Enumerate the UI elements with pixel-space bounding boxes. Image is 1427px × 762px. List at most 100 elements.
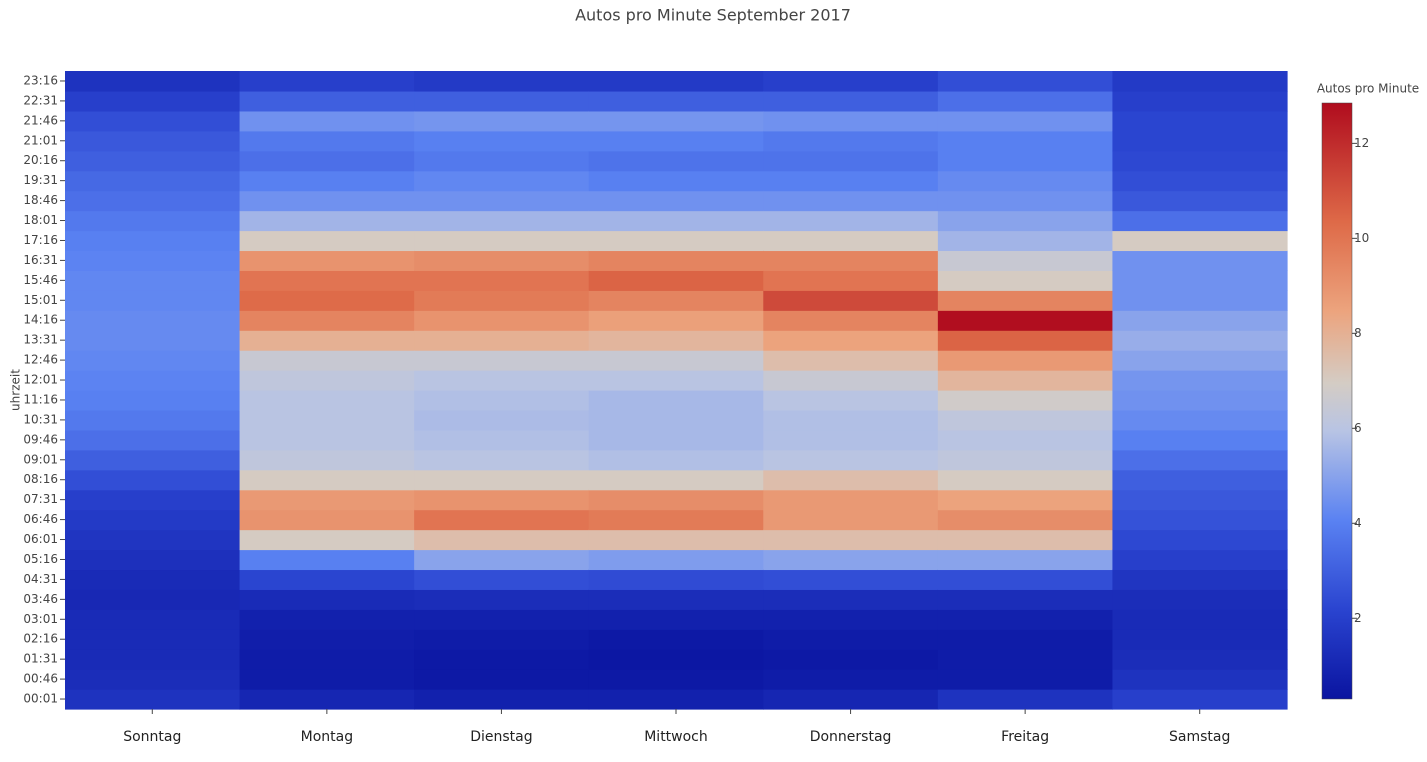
y-tick-label: 03:01 — [23, 612, 58, 626]
heatmap-cell — [1112, 150, 1288, 172]
heatmap-cell — [239, 629, 415, 650]
y-tick-label: 05:16 — [23, 552, 58, 566]
heatmap-cell — [239, 130, 415, 152]
heatmap-cell — [65, 409, 241, 431]
heatmap-cell — [1112, 250, 1288, 271]
y-tick-label: 18:46 — [23, 193, 58, 207]
y-axis-title: uhrzeit — [9, 369, 23, 411]
heatmap-cell — [1112, 190, 1288, 212]
heatmap-cell — [65, 449, 241, 471]
heatmap-cell — [763, 190, 939, 212]
y-tick-label: 12:01 — [23, 373, 58, 387]
heatmap-cell — [65, 90, 241, 112]
heatmap-cell — [414, 669, 590, 690]
heatmap-cell — [1112, 629, 1288, 650]
heatmap-cell — [937, 469, 1114, 491]
heatmap-cell — [414, 170, 590, 192]
heatmap-cell — [937, 589, 1114, 610]
y-tick-label: 09:01 — [23, 452, 58, 466]
heatmap-cell — [588, 449, 764, 471]
heatmap-cell — [1112, 390, 1288, 411]
heatmap-cell — [65, 170, 241, 192]
heatmap-cell — [588, 429, 764, 451]
heatmap-cell — [414, 469, 590, 491]
heatmap-cell — [239, 370, 415, 391]
heatmap-cell — [414, 629, 590, 650]
heatmap-cell — [937, 170, 1114, 192]
heatmap-cell — [414, 90, 590, 112]
x-tick-label: Samstag — [1169, 729, 1230, 745]
heatmap-cell — [1112, 409, 1288, 431]
heatmap-cell — [588, 370, 764, 391]
heatmap-cell — [414, 370, 590, 391]
heatmap-cell — [588, 110, 764, 132]
colorbar — [1321, 102, 1353, 700]
heatmap-cell — [937, 190, 1114, 212]
heatmap-cell — [1112, 310, 1288, 331]
heatmap-cell — [65, 250, 241, 271]
heatmap-cell — [1112, 290, 1288, 311]
heatmap-cell — [414, 71, 590, 92]
heatmap-cell — [763, 689, 939, 710]
heatmap-cell — [588, 509, 764, 531]
heatmap-cell — [65, 350, 241, 371]
heatmap-cell — [588, 529, 764, 551]
colorbar-tick-label: 8 — [1354, 326, 1362, 340]
heatmap-cell — [763, 230, 939, 252]
heatmap-cell — [937, 210, 1114, 232]
heatmap-cell — [763, 509, 939, 531]
heatmap-cell — [1112, 370, 1288, 391]
heatmap-cell — [937, 609, 1114, 630]
heatmap-cell — [588, 609, 764, 630]
y-tick-label: 21:01 — [23, 133, 58, 147]
heatmap-cell — [763, 649, 939, 670]
heatmap-cell — [414, 549, 590, 571]
heatmap-cell — [1112, 270, 1288, 291]
heatmap-cell — [414, 230, 590, 252]
heatmap-cell — [763, 669, 939, 690]
heatmap-cell — [763, 390, 939, 411]
y-tick-label: 13:31 — [23, 333, 58, 347]
heatmap-cell — [588, 469, 764, 491]
heatmap-cell — [65, 110, 241, 132]
x-tick-label: Montag — [301, 729, 353, 745]
heatmap-cell — [414, 609, 590, 630]
heatmap-cell — [588, 409, 764, 431]
heatmap-cell — [1112, 509, 1288, 531]
colorbar-tick-label: 10 — [1354, 231, 1369, 245]
heatmap-cell — [239, 150, 415, 172]
heatmap-cell — [1112, 71, 1288, 92]
y-tick-label: 00:01 — [23, 692, 58, 706]
heatmap-cell — [239, 429, 415, 451]
y-tick-label: 17:16 — [23, 233, 58, 247]
y-tick-label: 22:31 — [23, 93, 58, 107]
heatmap-cell — [414, 649, 590, 670]
heatmap-cell — [588, 330, 764, 351]
heatmap-cell — [1112, 449, 1288, 471]
heatmap-cell — [588, 270, 764, 291]
heatmap-cell — [65, 489, 241, 511]
heatmap-cell — [239, 330, 415, 351]
heatmap-cell — [414, 270, 590, 291]
heatmap-cell — [937, 71, 1114, 92]
heatmap-cell — [414, 449, 590, 471]
y-tick-label: 09:46 — [23, 432, 58, 446]
heatmap-cell — [1112, 330, 1288, 351]
heatmap-cell — [1112, 529, 1288, 551]
y-tick-label: 19:31 — [23, 173, 58, 187]
heatmap-cell — [65, 509, 241, 531]
heatmap-cell — [588, 170, 764, 192]
heatmap-cell — [588, 210, 764, 232]
heatmap-cell — [414, 509, 590, 531]
heatmap-cell — [65, 330, 241, 351]
y-tick-label: 23:16 — [23, 73, 58, 87]
heatmap-cell — [414, 130, 590, 152]
heatmap-cell — [763, 330, 939, 351]
heatmap-cell — [588, 71, 764, 92]
y-tick-label: 11:16 — [23, 392, 58, 406]
heatmap-cell — [937, 130, 1114, 152]
heatmap-cell — [763, 609, 939, 630]
heatmap-cell — [588, 130, 764, 152]
x-tick-label: Donnerstag — [810, 729, 892, 745]
colorbar-tick-label: 12 — [1354, 136, 1369, 150]
